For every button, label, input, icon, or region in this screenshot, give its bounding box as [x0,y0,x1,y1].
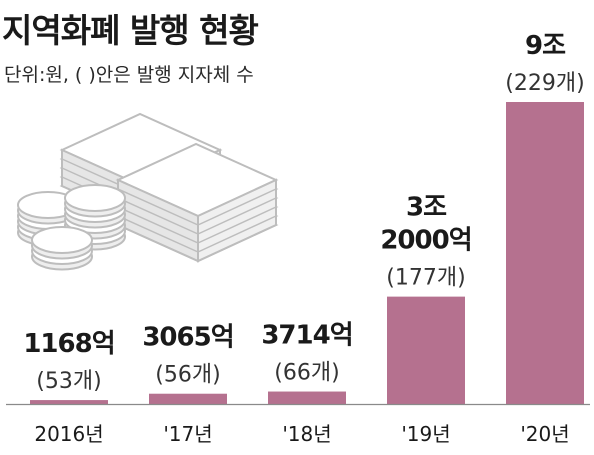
bars-layer [30,102,584,404]
value-label-4: 9조 [525,31,566,61]
value-label-3-line-1: 2000억 [380,226,471,256]
bar-2 [268,391,346,404]
value-label-1: 3065억 [142,323,233,353]
category-label-0: 2016년 [34,422,103,446]
count-label-3: (177개) [386,266,465,291]
chart-title: 지역화폐 발행 현황 [2,11,259,50]
chart-subtitle: 단위:원, ( )안은 발행 지자체 수 [4,64,254,86]
count-label-2: (66개) [274,361,339,386]
bar-4 [506,102,584,404]
count-label-4: (229개) [505,71,584,96]
value-label-2: 3714억 [261,321,352,351]
money-stack-and-coins-icon [17,112,279,271]
bar-1 [149,393,227,404]
count-label-1: (56개) [155,363,220,388]
bar-0 [30,400,108,404]
category-label-2: '18년 [282,422,331,446]
category-label-4: '20년 [520,422,569,446]
count-label-0: (53개) [36,369,101,394]
category-label-3: '19년 [401,422,450,446]
value-label-0: 1168억 [23,329,114,359]
value-label-3-line-0: 3조 [406,193,447,223]
bar-3 [387,296,465,404]
category-label-1: '17년 [163,422,212,446]
labels-layer: 2016년 (53개) 1168억 '17년 (56개) 3065억 '18년 (66개) 37… [23,31,584,446]
